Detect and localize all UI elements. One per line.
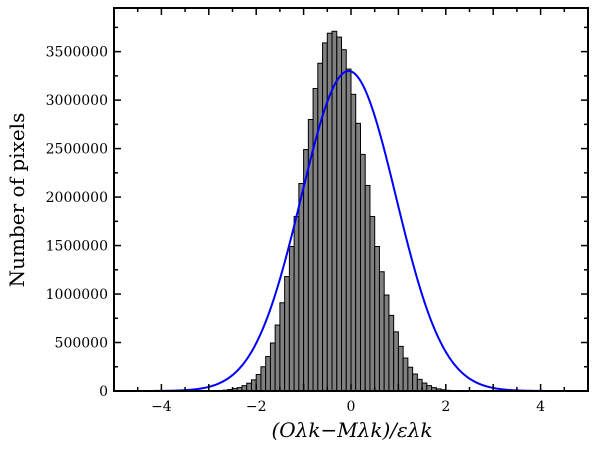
- y-tick-label: 1000000: [46, 287, 108, 303]
- y-tick-label: 3000000: [46, 93, 108, 109]
- histogram-bar: [383, 294, 390, 392]
- histogram-bar: [359, 153, 366, 392]
- histogram-bar: [274, 324, 281, 392]
- histogram-bar: [293, 215, 300, 392]
- histogram-bar: [284, 276, 290, 392]
- histogram-bar: [378, 271, 385, 392]
- x-tick-label: 4: [536, 399, 545, 415]
- histogram-bar: [374, 246, 380, 392]
- x-tick-label: 2: [441, 399, 450, 415]
- y-tick-labels: 0 500000 1000000 1500000 2000000 2500000 30000…: [46, 45, 108, 400]
- x-tick-label: −4: [151, 399, 172, 415]
- x-tick-label: −2: [246, 399, 267, 415]
- x-tick-labels: −4 −2 0 2 4: [151, 399, 545, 415]
- histogram-bar: [246, 382, 252, 392]
- histogram-bar: [388, 314, 395, 392]
- y-axis-label: Number of pixels: [5, 113, 29, 288]
- histogram-bar: [393, 331, 399, 392]
- histogram-bar: [288, 246, 295, 392]
- histogram-bar: [317, 62, 324, 392]
- x-tick-label: 0: [347, 399, 356, 415]
- histogram-bar: [326, 32, 333, 392]
- histogram-bar: [402, 357, 409, 392]
- histogram-bar: [341, 49, 347, 392]
- histogram-bar: [345, 68, 352, 392]
- histogram-bar: [269, 342, 276, 392]
- histogram-bar: [350, 93, 357, 392]
- y-tick-label: 2500000: [46, 142, 108, 158]
- histogram-bar: [298, 183, 305, 392]
- gaussian-fit-line: [114, 70, 588, 392]
- y-tick-label: 3500000: [46, 45, 108, 61]
- y-tick-label: 2000000: [46, 190, 108, 206]
- histogram-bar: [412, 373, 418, 392]
- y-tick-label: 500000: [55, 336, 108, 352]
- histogram-bar: [369, 215, 376, 392]
- y-tick-label: 0: [99, 384, 108, 400]
- histogram-bar: [260, 366, 267, 392]
- histogram-bar: [265, 356, 271, 392]
- axis-ticks: [113, 8, 589, 392]
- x-axis-label: (Oλk−Mλk)/ελk: [271, 418, 432, 442]
- histogram-bar: [322, 42, 328, 392]
- histogram-bar: [364, 184, 371, 392]
- histogram-bar: [336, 36, 343, 392]
- histogram-bar: [407, 366, 414, 392]
- histogram-bar: [355, 122, 361, 392]
- histogram-bar: [279, 302, 286, 392]
- histogram-bars: [213, 30, 461, 392]
- y-tick-label: 1500000: [46, 239, 108, 255]
